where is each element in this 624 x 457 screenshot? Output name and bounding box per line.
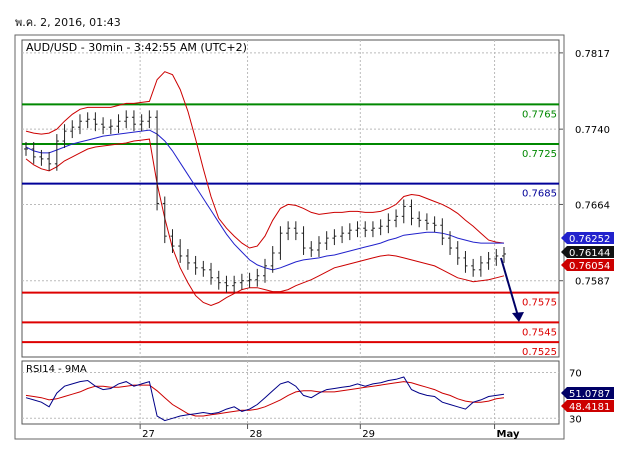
rsi-ma-line	[25, 381, 505, 417]
rsi-tags: 51.0787 48.4181	[561, 387, 614, 413]
level-label: 0.7725	[522, 149, 557, 160]
current-tag-bg	[561, 259, 614, 271]
current-tag-label: 0.76054	[569, 261, 610, 272]
forecast-arrow	[500, 257, 524, 322]
level-label: 0.7685	[522, 189, 557, 200]
candles	[24, 110, 506, 293]
rsi-tag-bg	[561, 387, 614, 399]
level-label: 0.7765	[522, 109, 557, 120]
price-tick-label: 0.7664	[575, 200, 610, 211]
price-tick-label: 0.7740	[575, 125, 610, 136]
price-panel	[21, 39, 560, 358]
price-tick-label: 0.7587	[575, 277, 610, 288]
chart-title: AUD/USD - 30min - 3:42:55 AM (UTC+2)	[26, 41, 247, 54]
rsi-tick-label: 70	[569, 368, 582, 379]
level-label: 0.7545	[522, 327, 557, 338]
time-tick-label: 28	[250, 429, 263, 440]
level-label: 0.7575	[522, 298, 557, 309]
current-tag-label: 0.76252	[569, 234, 610, 245]
time-tick-label: 27	[142, 429, 155, 440]
rsi-tick-label: 30	[569, 414, 582, 425]
current-tag-bg	[561, 246, 614, 258]
rsi-line	[25, 376, 505, 422]
price-tick-label: 0.7817	[575, 49, 610, 60]
level-label: 0.7525	[522, 347, 557, 358]
rsi-tag-label: 51.0787	[569, 389, 610, 400]
timestamp: พ.ค. 2, 2016, 01:43	[15, 16, 121, 29]
rsi-axis: 70 30	[569, 368, 582, 425]
support-resistance-levels: 0.7765 0.7725 0.7685 0.7575 0.7545 0.7525	[22, 103, 559, 358]
bollinger-lower-line	[25, 138, 505, 307]
current-tag-bg	[561, 232, 614, 244]
bollinger-upper-line	[25, 71, 505, 249]
rsi-grid	[22, 361, 559, 424]
current-tag-label: 0.76144	[569, 248, 610, 259]
time-axis: 27 28 29 May	[139, 424, 520, 440]
rsi-tag-bg	[561, 400, 614, 412]
rsi-tag-label: 48.4181	[569, 402, 610, 413]
price-tags: 0.76252 0.76144 0.76054	[561, 232, 614, 272]
price-axis: 0.7817 0.7740 0.7664 0.7587	[559, 49, 610, 288]
rsi-title: RSI14 - 9MA	[26, 364, 87, 375]
time-tick-label: 29	[362, 429, 375, 440]
rsi-lines	[25, 376, 505, 422]
time-tick-label: May	[497, 429, 520, 440]
rsi-panel	[21, 360, 560, 425]
